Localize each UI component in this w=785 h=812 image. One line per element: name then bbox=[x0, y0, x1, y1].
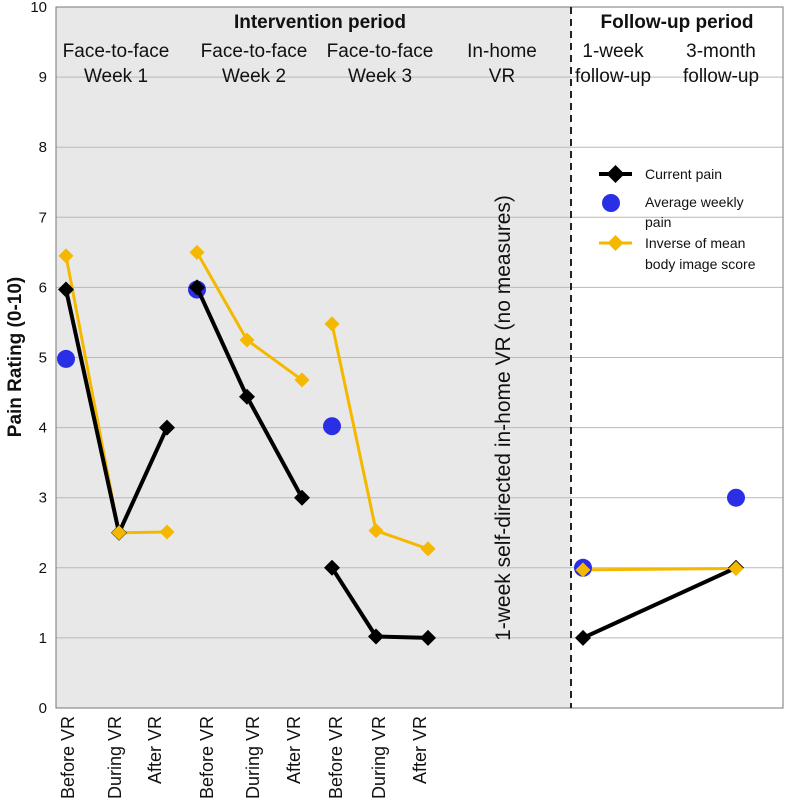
x-tick-label: After VR bbox=[410, 716, 430, 784]
legend-body-image-label-line2: body image score bbox=[645, 256, 756, 272]
current-pain-line bbox=[582, 565, 737, 640]
column-header-week2-line1: Face-to-face bbox=[201, 41, 308, 62]
body-image-point bbox=[239, 332, 255, 348]
column-header-3month-line1: 3-month bbox=[686, 41, 756, 62]
legend-body-image-marker bbox=[607, 235, 624, 251]
body-image-point bbox=[189, 244, 205, 260]
current-pain-point bbox=[420, 629, 436, 646]
intervention-period-title: Intervention period bbox=[234, 12, 406, 33]
x-tick-label: Before VR bbox=[326, 716, 346, 799]
legend-current-pain-label: Current pain bbox=[645, 166, 722, 182]
current-pain-point bbox=[239, 388, 255, 405]
y-tick-label: 1 bbox=[39, 630, 47, 647]
y-tick-label: 2 bbox=[39, 560, 47, 577]
current-pain-point bbox=[58, 281, 74, 298]
current-pain-point bbox=[159, 419, 175, 436]
body-image-point bbox=[324, 316, 340, 332]
x-tick-label: During VR bbox=[105, 716, 125, 799]
body-image-point bbox=[294, 372, 310, 388]
series-layer bbox=[57, 244, 745, 646]
x-tick-label: Before VR bbox=[58, 716, 78, 799]
x-tick-label: After VR bbox=[284, 716, 304, 784]
column-header-week3-line2: Week 3 bbox=[348, 66, 412, 87]
y-axis-label: Pain Rating (0-10) bbox=[5, 277, 26, 437]
x-tick-label: During VR bbox=[243, 716, 263, 799]
current-pain-point bbox=[575, 629, 591, 646]
column-header-1week-line1: 1-week bbox=[582, 41, 644, 62]
y-tick-label: 9 bbox=[39, 69, 47, 86]
y-tick-label: 7 bbox=[39, 209, 47, 226]
y-tick-label: 4 bbox=[39, 420, 47, 437]
legend-average-weekly-pain-marker bbox=[602, 194, 620, 212]
current-pain-point bbox=[324, 559, 340, 576]
legend-body-image-label-line1: Inverse of mean bbox=[645, 235, 745, 251]
x-tick-label: Before VR bbox=[197, 716, 217, 799]
plot-frame bbox=[55, 6, 784, 709]
x-tick-label: During VR bbox=[369, 716, 389, 799]
body-image-point bbox=[368, 523, 384, 539]
y-tick-label: 6 bbox=[39, 279, 47, 296]
y-tick-label: 10 bbox=[30, 0, 47, 16]
column-header-1week-line2: follow-up bbox=[575, 66, 651, 87]
body-image-point bbox=[159, 524, 175, 540]
column-header-week1-line2: Week 1 bbox=[84, 66, 148, 87]
legend: Current pain Average weekly pain Inverse… bbox=[599, 165, 756, 272]
followup-period-title: Follow-up period bbox=[600, 12, 753, 33]
column-header-inhome-line2: VR bbox=[489, 66, 515, 87]
body-image-line bbox=[582, 567, 737, 572]
no-measures-note: 1-week self-directed in-home VR (no meas… bbox=[492, 195, 515, 641]
body-image-point bbox=[420, 541, 436, 557]
x-axis-tick-labels: Before VR During VR After VR Before VR Durin… bbox=[58, 716, 430, 799]
average-weekly-pain-point bbox=[323, 417, 341, 436]
body-image-point bbox=[111, 525, 127, 541]
column-header-week2-line2: Week 2 bbox=[222, 66, 286, 87]
column-header-week1-line1: Face-to-face bbox=[63, 41, 170, 62]
y-tick-label: 0 bbox=[39, 700, 47, 717]
legend-current-pain-marker bbox=[606, 165, 625, 183]
y-tick-label: 8 bbox=[39, 139, 47, 156]
average-weekly-pain-point bbox=[57, 349, 75, 368]
legend-average-weekly-pain-label-line2: pain bbox=[645, 214, 671, 230]
body-image-point bbox=[58, 248, 74, 264]
y-tick-label: 5 bbox=[39, 350, 47, 367]
body-image-point bbox=[728, 561, 744, 577]
column-header-week3-line1: Face-to-face bbox=[327, 41, 434, 62]
average-weekly-pain-point bbox=[727, 488, 745, 507]
column-header-3month-line2: follow-up bbox=[683, 66, 759, 87]
gridlines bbox=[56, 76, 783, 639]
current-pain-point bbox=[294, 489, 310, 506]
column-header-inhome-line1: In-home bbox=[467, 41, 537, 62]
current-pain-point bbox=[189, 279, 205, 296]
x-tick-label: After VR bbox=[145, 716, 165, 784]
y-tick-label: 3 bbox=[39, 490, 47, 507]
legend-average-weekly-pain-label-line1: Average weekly bbox=[645, 194, 744, 210]
y-axis-ticks: 0 1 2 3 4 5 6 7 8 9 10 bbox=[30, 0, 47, 717]
body-image-point bbox=[575, 562, 591, 578]
current-pain-point bbox=[368, 628, 384, 645]
